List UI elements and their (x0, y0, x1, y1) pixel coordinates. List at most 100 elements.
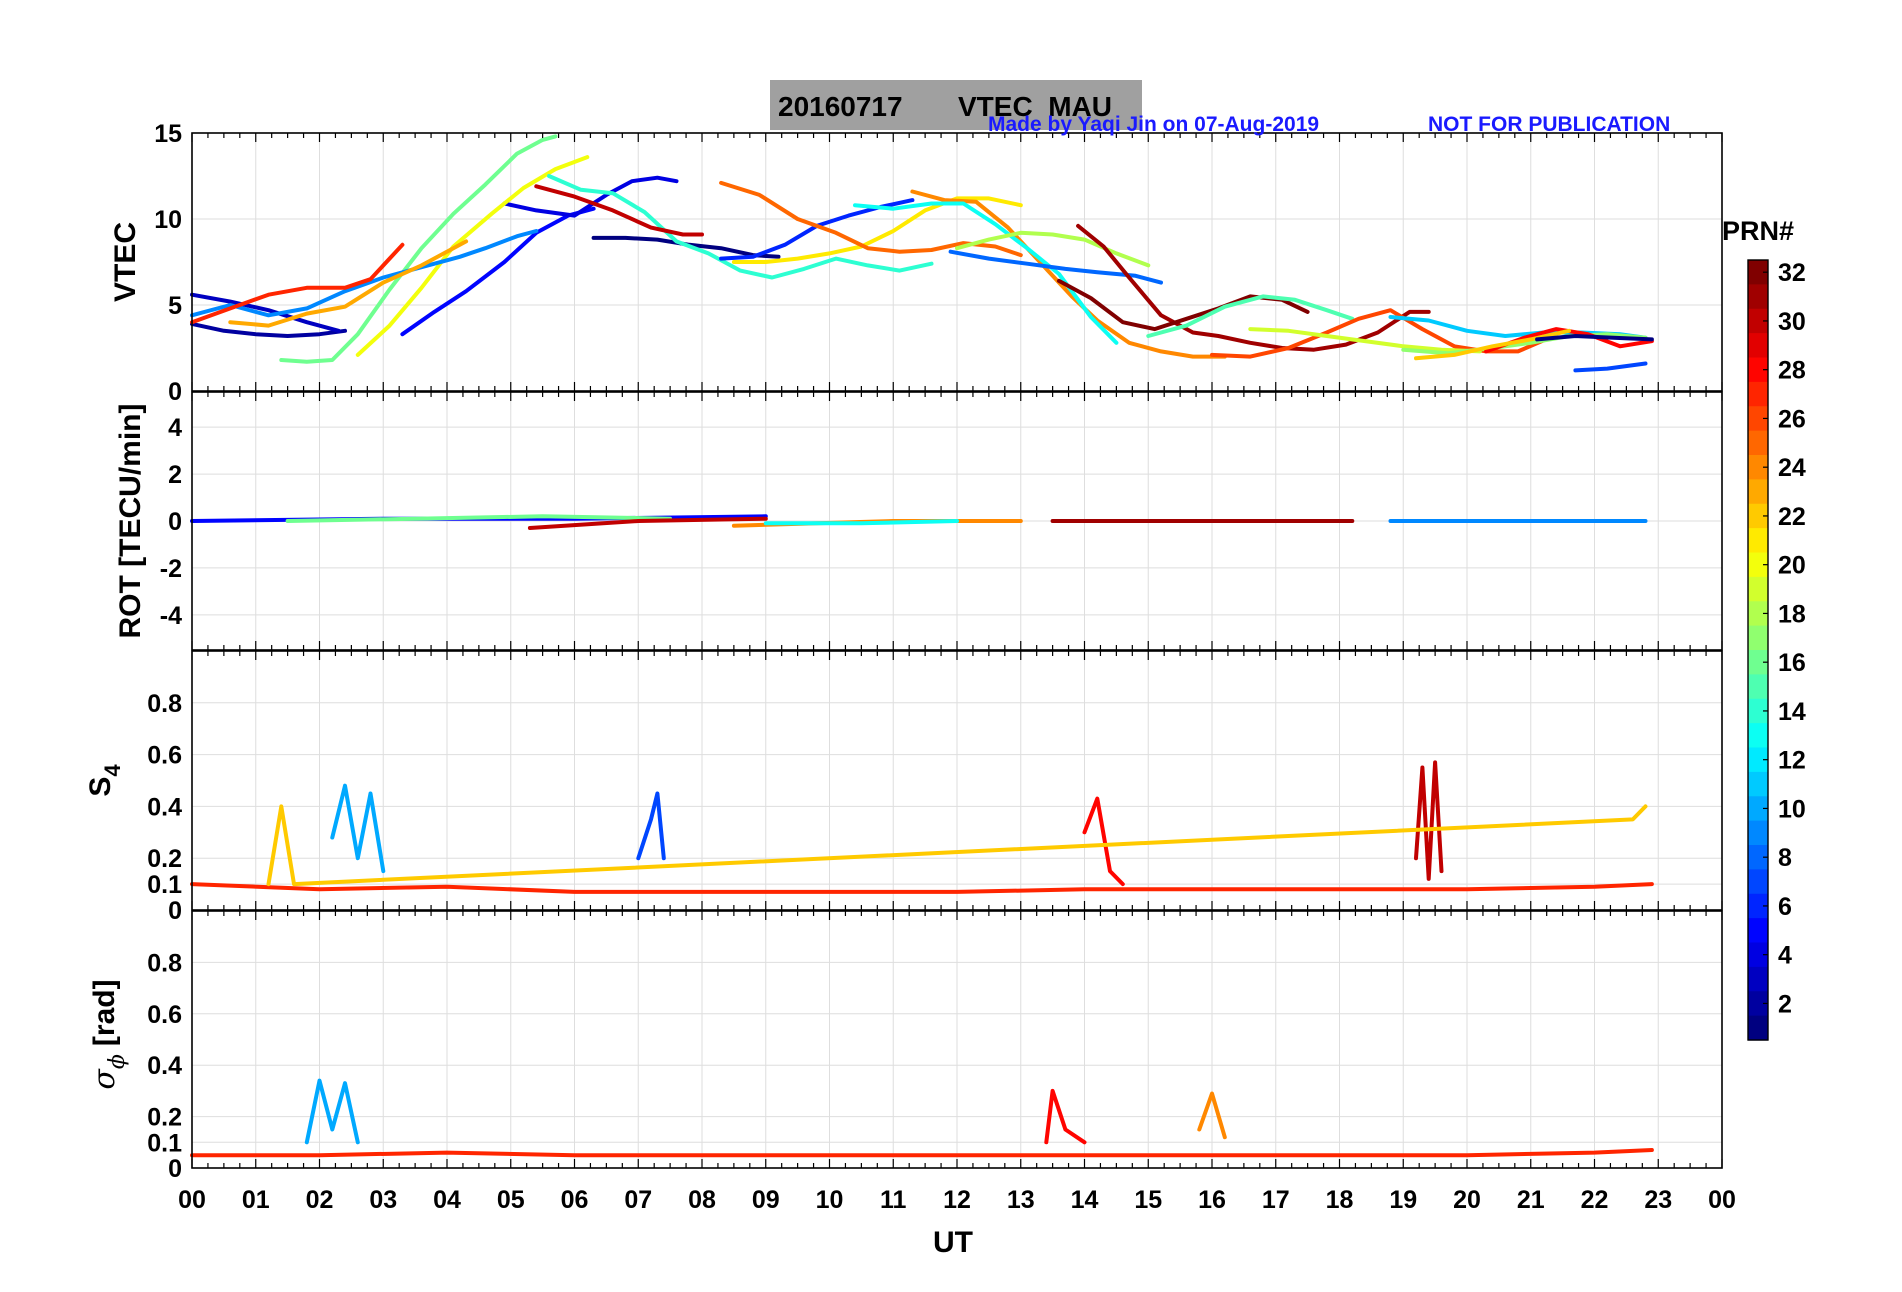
y-tick-label: 0.6 (147, 742, 182, 770)
y-tick-label: 0.1 (147, 871, 182, 899)
x-tick-label: 17 (1262, 1186, 1290, 1214)
colorbar-swatch (1748, 918, 1768, 944)
x-tick-label: 05 (497, 1186, 525, 1214)
series-line-prn-22 (1414, 328, 1571, 361)
colorbar-frame (1747, 259, 1769, 1041)
series-line-prn-30 (1414, 760, 1444, 881)
colorbar-tick-label: 8 (1778, 844, 1792, 872)
colorbar-swatch (1748, 869, 1768, 895)
colorbar-swatch (1748, 552, 1768, 578)
series-line-prn-2 (190, 321, 347, 338)
colorbar-swatch (1748, 771, 1768, 797)
series-line-prn-19 (1248, 327, 1482, 354)
series-line-prn-24 (1197, 1091, 1227, 1140)
series-line-prn-27 (190, 242, 405, 325)
y-axis-label-s4: S4 (84, 764, 125, 797)
series-line-prn-3 (190, 292, 341, 333)
x-tick-label: 01 (242, 1186, 270, 1214)
colorbar-swatch (1748, 406, 1768, 432)
series-line-prn-24 (910, 189, 1227, 359)
series-line-prn-26 (1210, 308, 1552, 359)
colorbar-swatch (1748, 747, 1768, 773)
series-line-prn-10 (330, 783, 386, 874)
colorbar-tick-label: 20 (1778, 552, 1806, 580)
x-tick-label: 00 (178, 1186, 206, 1214)
colorbar-swatch (1748, 625, 1768, 651)
series-line-prn-7 (636, 791, 666, 861)
panel-rot: -4 -2 0 2 4 ROT [TECU/min] (114, 391, 1723, 651)
colorbar-tick-label: 14 (1778, 698, 1806, 726)
colorbar-swatch (1748, 381, 1768, 407)
x-tick-label: 21 (1517, 1186, 1545, 1214)
colorbar-swatch (1748, 650, 1768, 675)
x-tick-label: 11 (880, 1186, 907, 1214)
x-tick-label: 03 (369, 1186, 397, 1214)
panel-s4: 00.10.2 0.4 0.6 0.8 S4 (84, 650, 1723, 925)
y-axis-label-sub: 4 (100, 764, 125, 777)
x-tick-label: 09 (752, 1186, 780, 1214)
y-axis-label-main: S (84, 777, 117, 797)
colorbar: PRN# 32 30 28 26 24 22 20 18 16 14 12 10 8 6 4 2 (1722, 216, 1806, 1041)
colorbar-tick-label: 6 (1778, 893, 1792, 921)
colorbar-swatch (1748, 698, 1768, 724)
x-tick-label: 16 (1198, 1186, 1226, 1214)
x-tick-label: 02 (306, 1186, 334, 1214)
colorbar-swatch (1748, 674, 1768, 700)
panel-sigma: 00.10.2 0.4 0.6 0.8 σϕ [rad] (87, 910, 1723, 1183)
title-box-bg (770, 80, 1142, 130)
author-note: Made by Yaqi Jin on 07-Aug-2019 (988, 113, 1319, 136)
x-tick-label: 13 (1007, 1186, 1035, 1214)
series-line-prn-9 (190, 229, 539, 318)
series-line-prn-15 (1146, 294, 1355, 338)
panel-vtec-frame (191, 132, 1723, 392)
panel-sigma-frame (191, 910, 1723, 1169)
colorbar-swatch (1748, 479, 1768, 505)
colorbar-swatch (1748, 576, 1768, 602)
panel-vtec-lines (190, 134, 1654, 373)
series-line-prn-10 (304, 1078, 360, 1145)
x-tick-label: 15 (1134, 1186, 1162, 1214)
x-tick-label: 20 (1453, 1186, 1481, 1214)
y-tick-label: 15 (154, 120, 182, 148)
y-tick-label: 0 (168, 897, 182, 925)
y-axis-label-sub: ϕ (105, 1054, 130, 1069)
y-tick-label: 0.4 (147, 793, 182, 821)
panel-s4-frame (191, 650, 1723, 911)
series-line-prn-30 (527, 516, 768, 530)
series-line-prn-14 (547, 174, 934, 280)
colorbar-swatch (1748, 893, 1768, 919)
x-tick-label: 08 (688, 1186, 716, 1214)
y-axis-label-vtec: VTEC (109, 222, 142, 302)
colorbar-swatch (1748, 845, 1768, 870)
colorbar-swatch (1748, 601, 1768, 627)
y-tick-label: 2 (168, 461, 182, 489)
y-tick-label: 0 (168, 378, 182, 406)
x-axis-label: UT (933, 1226, 973, 1259)
y-tick-label: 10 (154, 206, 182, 234)
colorbar-swatch (1748, 991, 1768, 1017)
series-line-prn-28 (1082, 796, 1125, 887)
colorbar-swatch (1748, 820, 1768, 846)
title-label: VTEC MAU (958, 91, 1112, 122)
y-tick-label: -4 (160, 602, 182, 630)
series-line-prn-20 (355, 155, 590, 357)
y-tick-label: 0.2 (147, 1104, 182, 1132)
colorbar-swatch (1748, 503, 1768, 529)
colorbar-tick-label: 30 (1778, 308, 1806, 336)
y-tick-label: 0 (168, 508, 182, 536)
y-tick-label: 0.8 (147, 690, 182, 718)
panel-rot-frame (191, 391, 1723, 651)
series-line-prn-8 (948, 249, 1163, 285)
colorbar-swatch (1748, 1015, 1768, 1041)
publication-note: NOT FOR PUBLICATION (1428, 113, 1670, 136)
y-tick-label: 0.8 (147, 949, 182, 977)
title-box: 20160717 VTEC MAU (770, 80, 1142, 130)
colorbar-swatch (1748, 284, 1768, 310)
series-line-prn-1 (1535, 334, 1654, 342)
y-tick-label: 0.2 (147, 845, 182, 873)
colorbar-tick-label: 12 (1778, 747, 1806, 775)
colorbar-tick-label: 16 (1778, 649, 1806, 677)
y-tick-label: 0 (168, 1155, 182, 1183)
